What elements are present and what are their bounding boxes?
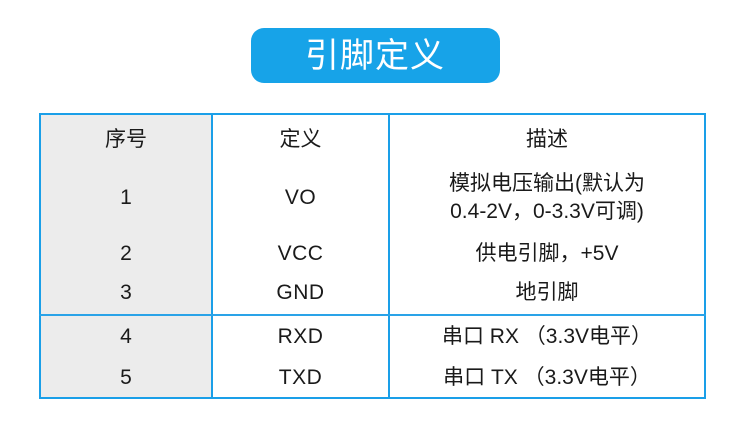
table-row: 1 VO 模拟电压输出(默认为 0.4-2V，0-3.3V可调) (39, 160, 706, 236)
pin-definition-table: 序号 定义 描述 1 VO 模拟电压输出(默认为 0.4-2V，0-3.3V可调… (39, 113, 706, 399)
cell-description-1-line1: 模拟电压输出(默认为 (449, 172, 645, 195)
table-header: 序号 定义 描述 (39, 114, 706, 160)
cell-definition-2: VCC (211, 236, 390, 271)
table-row: 2 VCC 供电引脚，+5V (39, 236, 706, 271)
cell-definition-5: TXD (211, 358, 390, 398)
cell-description-5: 串口 TX （3.3V电平） (388, 358, 706, 398)
column-header-definition: 定义 (211, 114, 390, 160)
cell-no-4: 4 (39, 315, 213, 358)
table-row: 5 TXD 串口 TX （3.3V电平） (39, 358, 706, 398)
pin-definition-table-container: 序号 定义 描述 1 VO 模拟电压输出(默认为 0.4-2V，0-3.3V可调… (39, 113, 706, 399)
cell-no-1: 1 (39, 160, 213, 236)
column-header-no: 序号 (39, 114, 213, 160)
title-banner: 引脚定义 (0, 28, 750, 83)
table-header-row: 序号 定义 描述 (39, 114, 706, 160)
table-body: 1 VO 模拟电压输出(默认为 0.4-2V，0-3.3V可调) 2 VCC 供… (39, 160, 706, 398)
cell-description-1-line2: 0.4-2V，0-3.3V可调) (450, 200, 644, 223)
column-header-description: 描述 (388, 114, 706, 160)
cell-no-2: 2 (39, 236, 213, 271)
title-badge: 引脚定义 (250, 28, 500, 83)
cell-description-1: 模拟电压输出(默认为 0.4-2V，0-3.3V可调) (388, 160, 706, 236)
cell-definition-3: GND (211, 271, 390, 316)
table-row: 4 RXD 串口 RX （3.3V电平） (39, 315, 706, 358)
cell-no-5: 5 (39, 358, 213, 398)
table-row: 3 GND 地引脚 (39, 271, 706, 316)
cell-description-2: 供电引脚，+5V (388, 236, 706, 271)
cell-definition-1: VO (211, 160, 390, 236)
page-title: 引脚定义 (305, 36, 445, 75)
cell-no-3: 3 (39, 271, 213, 316)
cell-description-3: 地引脚 (388, 271, 706, 316)
cell-description-4: 串口 RX （3.3V电平） (388, 315, 706, 358)
cell-definition-4: RXD (211, 315, 390, 358)
